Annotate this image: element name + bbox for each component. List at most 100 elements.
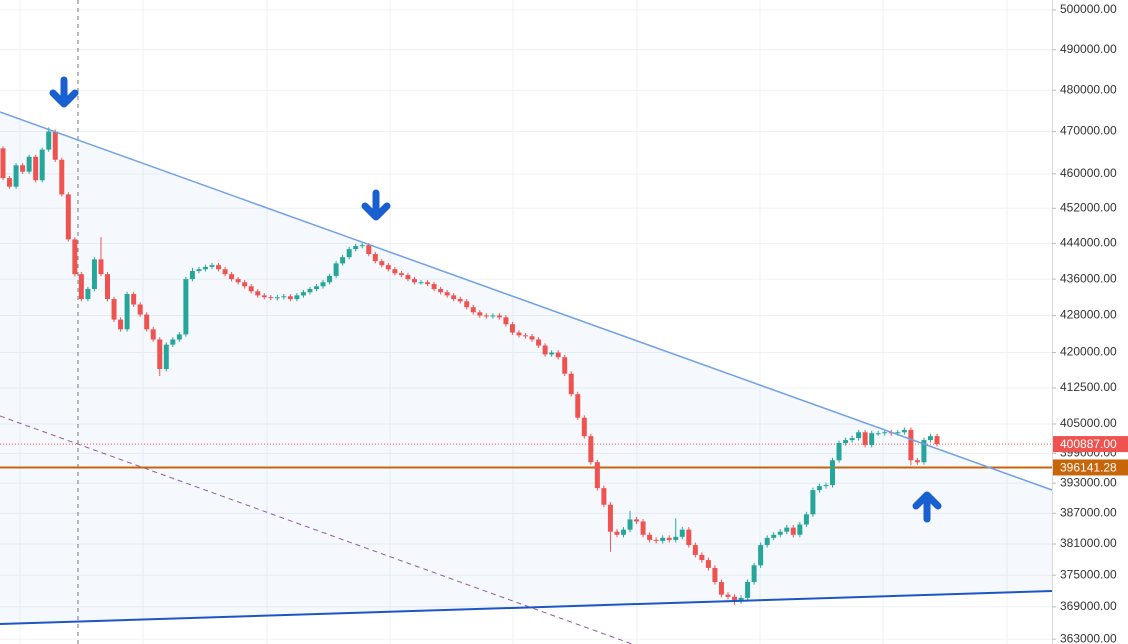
candle-body (627, 519, 633, 530)
price-tag-label: 400887.00 (1060, 437, 1117, 451)
y-tick-label: 393000.00 (1060, 475, 1117, 489)
candle-body (536, 339, 542, 346)
candle-body (653, 539, 659, 541)
candle-body (20, 165, 26, 172)
down-arrow (49, 76, 79, 108)
candle-body (287, 296, 293, 300)
candle-body (385, 265, 391, 270)
candle-body (751, 565, 757, 583)
candle-body (327, 275, 333, 283)
candle-body (523, 335, 529, 337)
annotations (49, 76, 942, 523)
y-tick-label: 460000.00 (1060, 166, 1117, 180)
candle-body (712, 567, 718, 583)
candle-body (131, 294, 137, 305)
candle-body (745, 582, 751, 598)
candle-body (614, 531, 620, 535)
candle-body (758, 545, 764, 566)
candle-body (607, 504, 613, 532)
candle-body (235, 279, 241, 283)
candle-body (634, 519, 640, 522)
candle-body (862, 432, 868, 445)
candle-body (934, 436, 940, 445)
candle-body (581, 417, 587, 437)
y-tick-label: 490000.00 (1060, 42, 1117, 56)
candle-body (163, 344, 169, 369)
candle-body (137, 304, 143, 315)
candle-body (816, 486, 822, 491)
candle-body (13, 165, 19, 187)
candle-body (229, 274, 235, 280)
candle-body (777, 531, 783, 535)
y-tick-label: 381000.00 (1060, 536, 1117, 550)
candle-body (176, 334, 182, 340)
price-tags: 400887.00 396141.28 (1053, 436, 1128, 476)
candle-body (666, 537, 672, 540)
candle-body (398, 273, 404, 276)
y-tick-label: 428000.00 (1060, 308, 1117, 322)
candle-body (823, 485, 829, 487)
candle-body (111, 299, 117, 320)
candle-body (346, 249, 352, 258)
candle-body (914, 460, 920, 463)
candle-body (732, 596, 738, 602)
y-tick-label: 480000.00 (1060, 82, 1117, 96)
candle-body (516, 332, 522, 336)
y-tick-label: 470000.00 (1060, 124, 1117, 138)
candle-body (0, 148, 6, 179)
candle-body (927, 436, 933, 441)
candle-body (725, 594, 731, 597)
candle-body (771, 534, 777, 538)
candle-body (908, 429, 914, 461)
candle-body (183, 279, 189, 335)
candle-body (418, 282, 424, 284)
candle-body (444, 292, 450, 296)
candle-body (803, 514, 809, 525)
candle-body (555, 352, 561, 358)
candle-body (170, 339, 176, 345)
candle-body (477, 312, 483, 316)
candle-body (673, 536, 679, 540)
candle-body (470, 307, 476, 313)
candle-body (242, 282, 248, 287)
candle-body (509, 324, 515, 333)
horizontal-grid (0, 9, 1052, 640)
candle-body (562, 357, 568, 374)
candle-body (797, 524, 803, 535)
y-tick-label: 375000.00 (1060, 567, 1117, 581)
candle-body (503, 317, 509, 325)
candle-body (790, 527, 796, 535)
candle-body (7, 178, 13, 187)
triangle-fill (0, 112, 1052, 624)
candle-body (438, 289, 444, 293)
candle-body (464, 301, 470, 308)
candle-body (856, 432, 862, 439)
price-axis (1052, 0, 1128, 644)
candle-body (901, 429, 907, 433)
candle-body (248, 286, 254, 292)
y-tick-label: 452000.00 (1060, 200, 1117, 214)
candle-body (549, 352, 555, 355)
y-tick-label: 369000.00 (1060, 599, 1117, 613)
candle-body (98, 259, 104, 275)
candle-body (320, 282, 326, 287)
candle-body (411, 279, 417, 283)
candle-body (216, 265, 222, 270)
candle-body (261, 295, 267, 298)
candle-body (26, 156, 32, 172)
candle-body (490, 315, 496, 317)
candle-body (457, 299, 463, 302)
candle-body (895, 432, 901, 434)
price-tag-label: 396141.28 (1060, 461, 1117, 475)
candle-body (366, 245, 372, 255)
candle-body (588, 436, 594, 463)
candle-body (640, 521, 646, 535)
candle-body (496, 315, 502, 318)
candle-body (314, 286, 320, 290)
price-tag (1053, 459, 1128, 476)
candle-body (144, 314, 150, 330)
candle-body (379, 261, 385, 266)
candle-body (307, 289, 313, 293)
candle-body (294, 295, 300, 300)
candle-body (340, 257, 346, 264)
